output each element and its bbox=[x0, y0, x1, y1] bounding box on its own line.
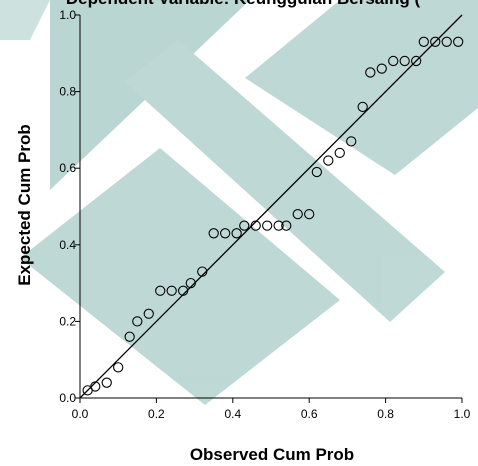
data-point bbox=[399, 55, 410, 67]
data-point bbox=[441, 36, 452, 47]
data-point bbox=[411, 55, 422, 67]
data-point bbox=[185, 277, 196, 289]
data-point bbox=[262, 220, 273, 231]
x-tick-label: 0.8 bbox=[377, 407, 394, 421]
x-tick-label: 0.2 bbox=[148, 407, 165, 421]
data-point bbox=[376, 63, 387, 74]
data-point bbox=[143, 308, 154, 319]
data-point bbox=[113, 362, 124, 373]
plot-area: 0.0 0.2 0.4 0.6 0.8 1.0 0.0 0.2 0.4 0.6 0.8 1.0 bbox=[59, 8, 470, 421]
reference-line bbox=[79, 14, 463, 399]
data-point bbox=[311, 166, 322, 178]
data-point bbox=[323, 155, 334, 166]
watermark-shape bbox=[20, 148, 340, 405]
data-point bbox=[292, 209, 303, 220]
data-point bbox=[418, 36, 429, 47]
x-tick-label: 0.0 bbox=[72, 407, 89, 421]
data-point bbox=[453, 36, 464, 47]
data-point bbox=[101, 377, 112, 388]
data-point bbox=[388, 55, 399, 67]
data-point bbox=[90, 381, 101, 392]
data-point bbox=[239, 220, 250, 231]
y-tick-label: 0.4 bbox=[59, 238, 76, 252]
watermark-logo bbox=[0, 0, 478, 405]
y-tick-label: 0.2 bbox=[59, 314, 76, 328]
x-tick-label: 0.6 bbox=[301, 407, 318, 421]
data-point bbox=[231, 228, 242, 239]
data-point bbox=[166, 285, 177, 296]
data-point bbox=[220, 228, 231, 239]
y-tick-label: 0.0 bbox=[59, 391, 76, 405]
data-point bbox=[208, 228, 219, 239]
data-point bbox=[177, 285, 189, 296]
chart-title: Dependent Variable: Keunggulan Bersaing … bbox=[66, 0, 421, 8]
data-point bbox=[365, 67, 376, 78]
watermark-shape bbox=[0, 0, 50, 40]
data-point bbox=[250, 220, 261, 231]
data-point bbox=[155, 285, 166, 296]
x-tick-label: 1.0 bbox=[454, 407, 471, 421]
y-axis-label: Expected Cum Prob bbox=[15, 124, 34, 286]
x-axis-label: Observed Cum Prob bbox=[190, 445, 354, 464]
data-point bbox=[430, 36, 441, 47]
data-point bbox=[132, 316, 143, 327]
data-point bbox=[334, 147, 345, 159]
watermark-shape bbox=[125, 40, 445, 322]
y-tick-label: 0.8 bbox=[59, 85, 76, 99]
data-point bbox=[273, 220, 284, 231]
data-point bbox=[304, 209, 315, 220]
y-tick-label: 0.6 bbox=[59, 161, 76, 175]
data-point bbox=[346, 136, 357, 147]
x-tick-label: 0.4 bbox=[224, 407, 241, 421]
data-point bbox=[281, 220, 292, 231]
data-point bbox=[197, 266, 208, 277]
y-tick-label: 1.0 bbox=[59, 8, 76, 22]
data-point bbox=[357, 101, 368, 113]
data-point bbox=[124, 331, 135, 342]
